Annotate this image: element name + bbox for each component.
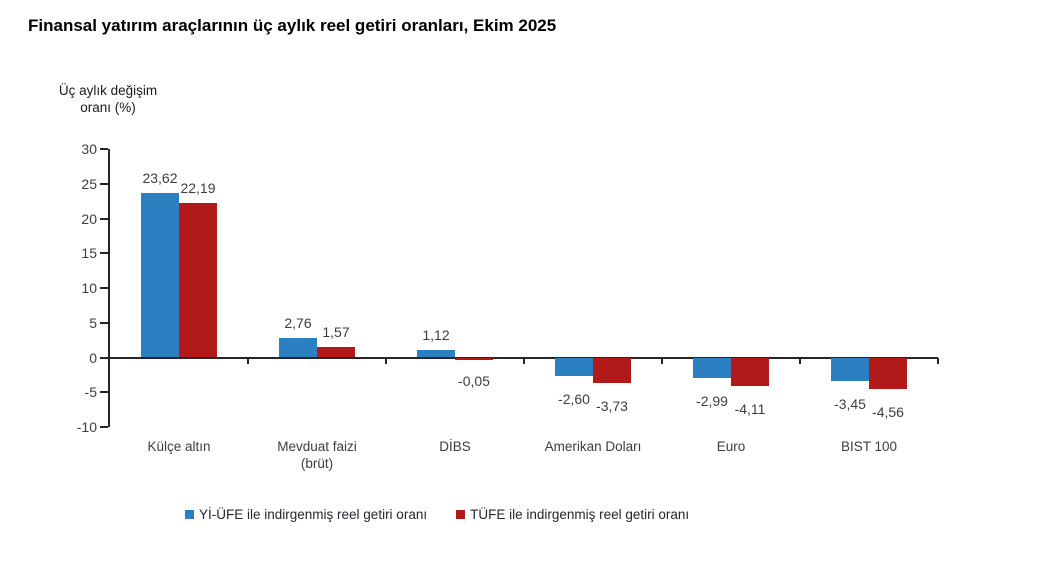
x-axis-tick — [523, 357, 525, 364]
y-tick-label: 25 — [81, 175, 97, 192]
bar — [555, 357, 593, 376]
bar-value-label: 2,76 — [284, 315, 312, 332]
category-label: DİBS — [439, 439, 471, 454]
bar-value-label: 22,19 — [180, 180, 216, 197]
bar — [417, 349, 455, 358]
y-tick — [100, 148, 108, 150]
bar-value-label: 1,12 — [422, 326, 450, 343]
y-tick — [100, 391, 108, 394]
category-label: Mevduat faizi (brüt) — [277, 439, 357, 471]
legend-label: TÜFE ile indirgenmiş reel getiri oranı — [470, 507, 690, 522]
y-axis-title-line1: Üç aylık değişim — [58, 83, 158, 98]
bar-value-label: -3,45 — [834, 396, 866, 413]
y-tick-label: -10 — [76, 419, 97, 435]
y-axis-title: Üç aylık değişim oranı (%) — [23, 82, 193, 116]
bar-value-label: -0,05 — [458, 372, 490, 389]
chart-title: Finansal yatırım araçlarının üç aylık re… — [28, 16, 557, 35]
bar — [869, 357, 907, 390]
bar — [179, 203, 217, 358]
bar-value-label: -4,56 — [872, 404, 904, 421]
bar — [455, 357, 493, 360]
y-axis-line — [108, 149, 110, 427]
y-tick — [100, 287, 108, 289]
y-tick — [100, 426, 108, 428]
y-axis-title-line2: oranı (%) — [80, 100, 136, 115]
y-tick — [100, 252, 108, 255]
y-tick — [100, 321, 108, 324]
category-label: Külçe altın — [147, 439, 211, 454]
bar — [693, 357, 731, 379]
bar — [279, 338, 317, 358]
bar-value-label: 23,62 — [142, 170, 178, 187]
bar-value-label: -4,11 — [734, 401, 766, 418]
x-axis-tick — [799, 357, 801, 364]
bar — [317, 346, 355, 358]
x-axis-tick — [385, 357, 387, 364]
y-tick — [100, 356, 108, 359]
bar — [731, 357, 769, 387]
legend-item-1: Yİ-ÜFE ile indirgenmiş reel getiri oranı — [185, 507, 427, 522]
bar-value-label: 1,57 — [322, 323, 350, 340]
bar-value-label: -3,73 — [596, 398, 628, 415]
x-axis-tick — [937, 357, 939, 364]
y-tick-label: 0 — [89, 349, 97, 366]
legend-item-2: TÜFE ile indirgenmiş reel getiri oranı — [456, 507, 689, 522]
category-label: Amerikan Doları — [544, 439, 642, 454]
y-tick — [100, 217, 108, 220]
legend-swatch-icon — [185, 510, 194, 519]
bar-value-label: -2,60 — [558, 390, 590, 407]
x-axis-tick — [661, 357, 663, 364]
y-tick-label: 20 — [81, 210, 97, 227]
category-label: Euro — [716, 439, 746, 454]
legend-swatch-icon — [456, 510, 466, 519]
y-tick-label: 15 — [81, 245, 97, 262]
y-tick-label: 10 — [81, 280, 97, 296]
y-tick-label: 30 — [81, 141, 97, 157]
y-tick — [100, 182, 108, 185]
legend: Yİ-ÜFE ile indirgenmiş reel getiri oranı… — [185, 507, 689, 522]
bar-value-label: -2,99 — [696, 393, 728, 410]
bar — [593, 357, 631, 384]
x-axis-tick — [247, 357, 249, 364]
category-label: BIST 100 — [840, 439, 898, 454]
legend-label: Yİ-ÜFE ile indirgenmiş reel getiri oranı — [199, 507, 428, 522]
bar — [831, 357, 869, 382]
bar — [141, 193, 179, 358]
y-tick-label: 5 — [89, 314, 97, 331]
y-tick-label: -5 — [84, 384, 97, 401]
